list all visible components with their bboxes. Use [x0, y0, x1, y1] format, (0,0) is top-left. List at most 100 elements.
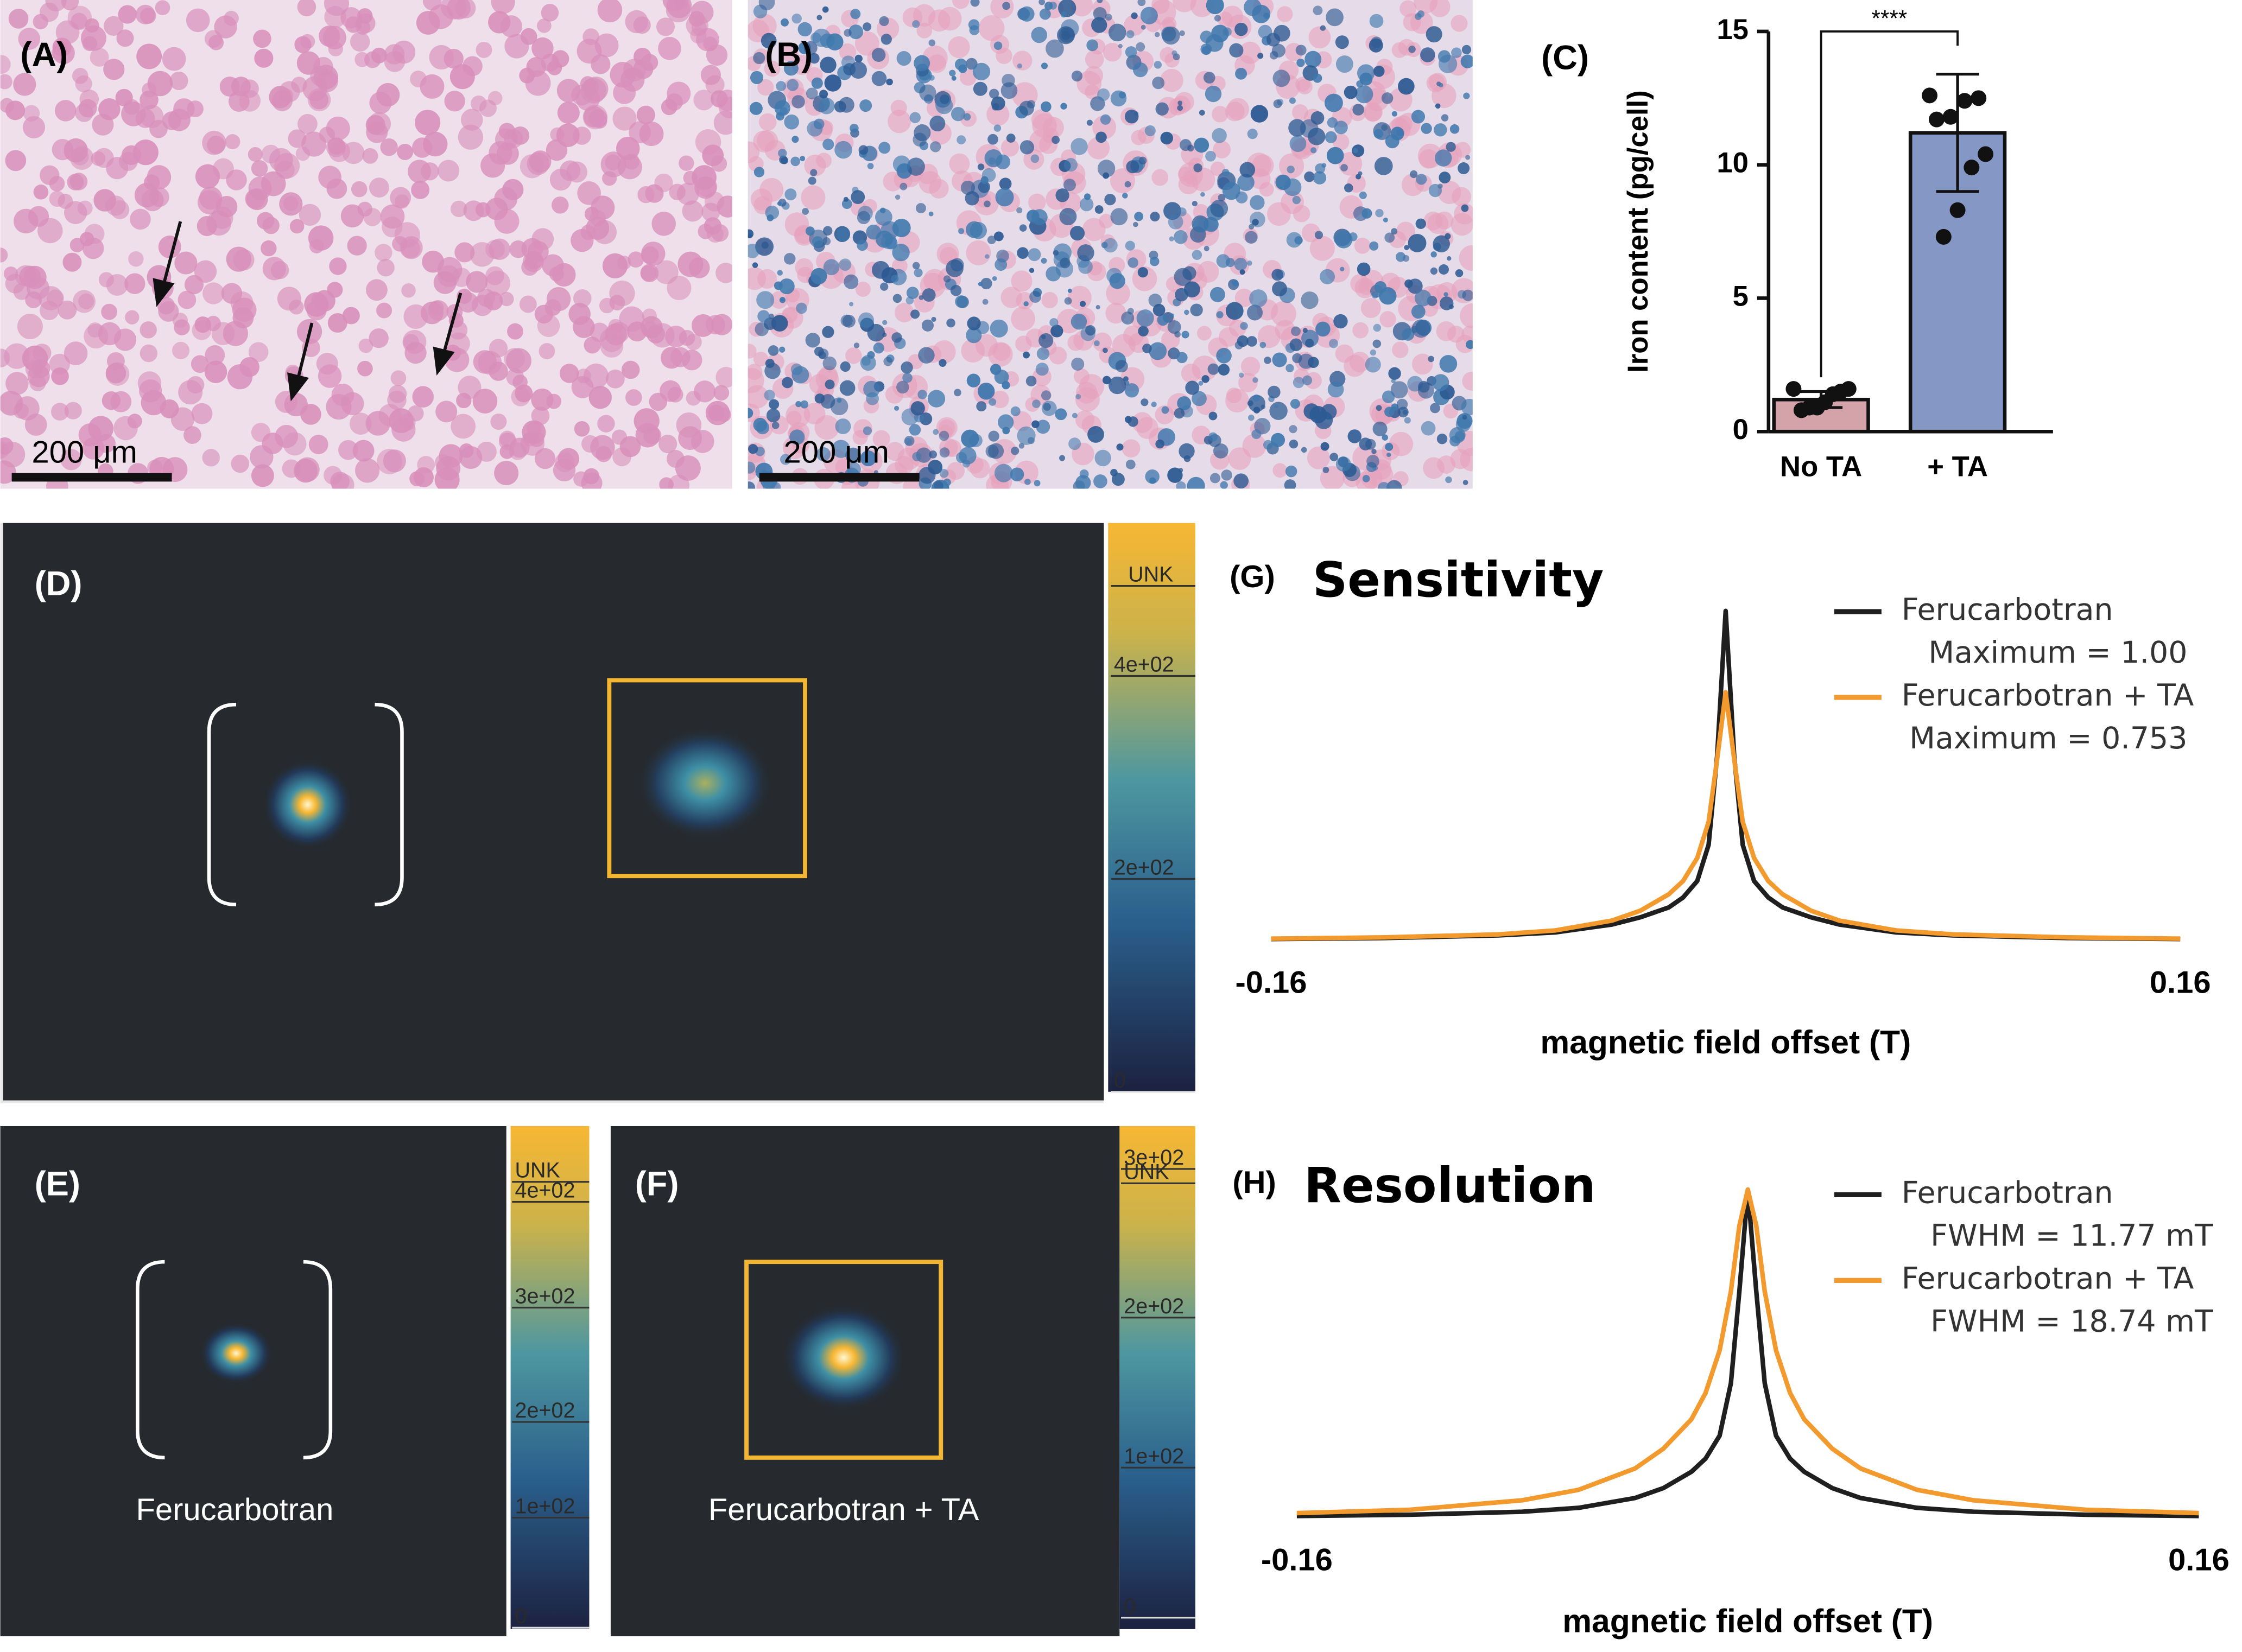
iron-stain [1205, 85, 1222, 103]
iron-stain [1335, 55, 1353, 73]
iron-stain [1105, 14, 1112, 21]
cell [454, 242, 475, 263]
iron-stain [757, 310, 770, 323]
cell [923, 269, 946, 292]
iron-stain [978, 181, 991, 193]
iron-stain [1133, 62, 1148, 78]
cell [219, 77, 240, 97]
iron-stain [866, 224, 882, 240]
iron-stain [1122, 193, 1128, 199]
iron-stain [973, 81, 987, 96]
iron-stain [844, 274, 859, 289]
iron-stain [809, 53, 820, 64]
cell [113, 328, 137, 351]
cell [375, 244, 392, 262]
cell [636, 105, 655, 124]
cell [645, 184, 664, 203]
panel-label: (A) [20, 36, 68, 74]
cell [357, 360, 373, 377]
data-point [1935, 228, 1952, 245]
iron-stain [834, 141, 852, 159]
cell [494, 461, 519, 486]
roi-box [607, 678, 808, 879]
cell [174, 319, 190, 335]
cell [803, 403, 826, 425]
cell [504, 348, 525, 370]
iron-stain [1291, 326, 1301, 336]
cell [87, 322, 103, 338]
iron-stain [957, 135, 966, 145]
iron-stain [921, 319, 934, 332]
cell [546, 287, 571, 312]
iron-stain [958, 228, 965, 234]
iron-stain [860, 355, 876, 371]
iron-stain [1263, 440, 1273, 450]
colorbar-label: 0 [515, 1604, 527, 1628]
iron-stain [1006, 134, 1016, 143]
colorbar-label: 3e+02 [515, 1284, 575, 1308]
colorbar-label: 4e+02 [1114, 653, 1174, 677]
iron-stain [1193, 163, 1202, 173]
cell [80, 25, 106, 51]
iron-stain [769, 399, 780, 410]
iron-stain [859, 99, 872, 112]
iron-stain [1250, 195, 1265, 210]
cell [429, 45, 454, 70]
iron-stain [988, 430, 999, 442]
cell [380, 138, 398, 156]
cell [752, 14, 777, 38]
iron-stain [1252, 219, 1259, 226]
iron-stain [939, 430, 949, 441]
cell [413, 467, 434, 487]
cell [623, 59, 646, 81]
cell [599, 297, 615, 314]
iron-stain [1079, 469, 1089, 479]
cell [883, 171, 903, 192]
x-tick-label: No TA [1780, 451, 1862, 483]
iron-stain [1174, 408, 1185, 419]
iron-stain [753, 52, 765, 65]
iron-stain [784, 114, 800, 130]
cell [1363, 102, 1383, 122]
cell [541, 4, 559, 22]
cell [127, 414, 142, 429]
iron-stain [1155, 439, 1164, 449]
iron-stain [1055, 408, 1067, 421]
iron-stain [1235, 67, 1247, 80]
cell [639, 122, 664, 147]
cell [459, 446, 483, 469]
cell [324, 466, 343, 485]
cell [103, 59, 125, 80]
cell [178, 380, 203, 405]
iron-stain [1441, 114, 1449, 122]
panel-label: (D) [35, 564, 83, 602]
iron-stain [1329, 453, 1339, 461]
iron-stain [1434, 149, 1452, 167]
iron-stain [857, 239, 868, 251]
iron-stain [1211, 24, 1229, 43]
cell [612, 106, 637, 131]
iron-stain [1314, 231, 1323, 239]
cell [246, 188, 268, 211]
iron-stain [1288, 119, 1306, 137]
cell [531, 37, 554, 60]
cell [134, 182, 160, 208]
iron-stain [1175, 288, 1188, 302]
cell [642, 321, 658, 338]
cell [318, 364, 342, 388]
iron-stain [1080, 301, 1086, 307]
iron-stain [993, 231, 1004, 242]
cell [39, 2, 59, 22]
cell [197, 190, 222, 214]
cell [13, 73, 36, 96]
iron-stain [839, 258, 852, 271]
cell [29, 374, 46, 391]
cell [855, 281, 871, 297]
iron-stain [1404, 279, 1413, 288]
iron-stain [1417, 10, 1424, 18]
iron-stain [1466, 340, 1473, 350]
cell [205, 345, 225, 365]
cell [329, 257, 347, 275]
cell [401, 283, 416, 298]
iron-stain [998, 414, 1014, 430]
